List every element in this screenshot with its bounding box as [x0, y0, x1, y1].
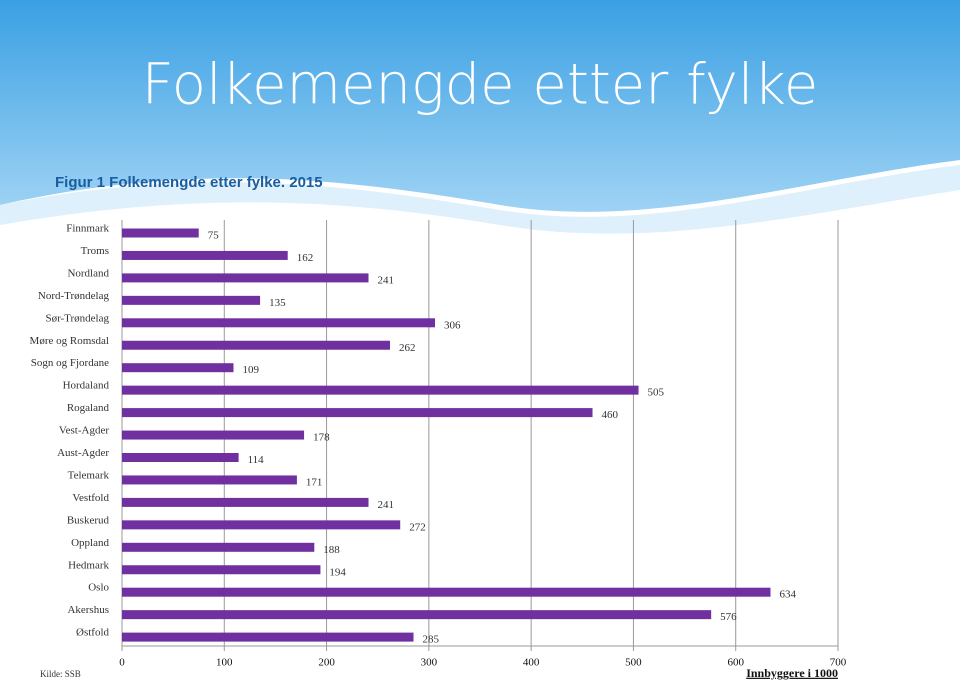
bar	[122, 453, 239, 462]
value-label: 241	[378, 499, 395, 511]
y-tick-label: Møre og Romsdal	[30, 335, 109, 347]
source: Kilde: SSB	[40, 669, 81, 679]
bar	[122, 610, 712, 620]
bar	[122, 273, 369, 283]
value-label: 135	[269, 297, 286, 309]
subtitle: Figur 1 Folkemengde etter fylke. 2015	[55, 174, 323, 191]
y-tick-label: Nord-Trøndelag	[38, 290, 110, 302]
value-label: 505	[648, 387, 665, 399]
bar	[122, 250, 288, 260]
y-tick-label: Akershus	[67, 604, 109, 616]
chart-title: Folkemengde etter fylke	[142, 52, 819, 117]
y-tick-label: Troms	[81, 245, 109, 257]
value-label: 576	[720, 611, 737, 623]
y-tick-label: Nordland	[67, 267, 109, 279]
bar	[122, 520, 401, 530]
value-label: 285	[423, 634, 440, 646]
x-tick-label: 100	[216, 657, 233, 669]
x-axis-label: Innbyggere i 1000	[746, 666, 838, 680]
bar	[122, 408, 593, 418]
y-tick-label: Oppland	[71, 537, 109, 549]
value-label: 460	[602, 409, 619, 421]
y-tick-label: Oslo	[88, 582, 109, 594]
value-label: 306	[444, 319, 461, 331]
x-tick-label: 600	[727, 657, 744, 669]
y-tick-label: Aust-Agder	[57, 447, 109, 459]
x-tick-label: 300	[421, 657, 438, 669]
value-label: 188	[323, 544, 340, 556]
y-tick-label: Sogn og Fjordane	[31, 357, 109, 369]
value-label: 114	[248, 454, 265, 466]
bar	[122, 565, 321, 575]
y-tick-label: Østfold	[76, 627, 110, 639]
value-label: 162	[297, 252, 314, 264]
bar	[122, 497, 369, 507]
value-label: 75	[208, 230, 220, 242]
bar	[122, 430, 305, 440]
y-tick-label: Sør-Trøndelag	[45, 312, 109, 324]
y-tick-label: Vest-Agder	[59, 425, 109, 437]
header-wave-light	[0, 165, 960, 234]
bar	[122, 363, 234, 373]
value-label: 171	[306, 476, 323, 488]
bar	[122, 542, 315, 552]
value-label: 272	[409, 521, 426, 533]
y-tick-label: Telemark	[68, 469, 110, 481]
bar	[122, 632, 414, 642]
y-tick-label: Vestfold	[72, 492, 109, 504]
y-tick-label: Finnmark	[66, 223, 109, 235]
bar	[122, 475, 297, 485]
value-label: 178	[313, 432, 330, 444]
value-label: 241	[378, 274, 395, 286]
y-tick-label: Rogaland	[67, 402, 110, 414]
plot: 0 100 200 300 400 500 600 700 Finnmark 75 Troms 162…	[30, 220, 847, 669]
x-tick-label: 700	[830, 657, 847, 669]
y-tick-label: Hordaland	[63, 380, 110, 392]
x-tick-label: 400	[523, 657, 540, 669]
bar	[122, 385, 639, 395]
bar	[122, 295, 261, 305]
header-wave	[0, 0, 960, 212]
y-tick-label: Buskerud	[67, 514, 110, 526]
value-label: 109	[242, 364, 259, 376]
value-label: 262	[399, 342, 416, 354]
bar	[122, 340, 390, 350]
x-tick-label: 500	[625, 657, 642, 669]
x-tick-label: 200	[318, 657, 335, 669]
value-label: 634	[779, 589, 796, 601]
value-label: 194	[329, 566, 346, 578]
y-tick-label: Hedmark	[68, 559, 109, 571]
bar	[122, 587, 771, 597]
bar	[122, 228, 199, 238]
x-tick-label: 0	[119, 657, 125, 669]
bar	[122, 318, 435, 328]
